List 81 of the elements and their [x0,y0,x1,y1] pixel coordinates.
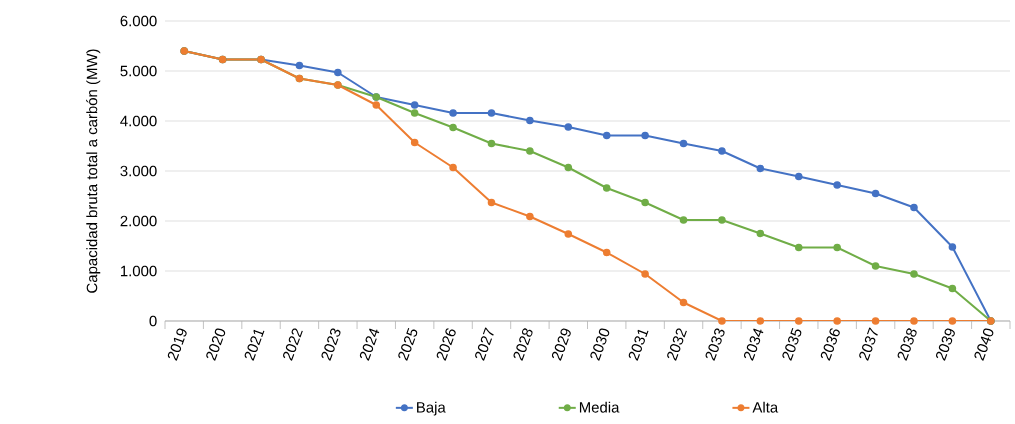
point [602,131,611,140]
x-tick-label: 2035 [782,327,802,361]
legend-label: Media [579,401,620,413]
point [871,262,880,270]
point [871,189,880,198]
point [679,139,688,148]
point [641,131,649,140]
y-tick-label: 1.000 [120,265,157,277]
x-tick-label: 2026 [436,328,456,361]
point [756,229,765,238]
point [449,109,457,117]
x-tick-label: 2040 [974,328,994,361]
x-tick-label: 2019 [167,328,187,361]
x-tick-label: 2039 [936,328,955,361]
point [794,317,803,325]
legend-label: Alta [752,401,779,413]
x-tick-label: 2031 [628,329,649,361]
x-tick-label: 2033 [705,328,725,361]
x-tick-label: 2028 [513,328,533,361]
x-tick-label: 2020 [206,328,226,361]
point [679,216,688,224]
point [718,216,726,224]
y-axis-title: Capacidad bruta total a carbón (MW) [86,49,101,293]
x-tick-label: 2021 [244,329,265,361]
point [718,147,726,155]
point [756,164,765,173]
point [948,284,957,293]
point [526,116,534,125]
point [295,61,304,70]
point [948,317,957,325]
point [602,248,611,257]
y-tick-label: 4.000 [120,115,157,127]
point [526,147,534,155]
x-tick-label: 2029 [551,328,571,361]
point [641,198,649,207]
point [871,317,880,325]
x-tick-label: 2032 [667,328,687,361]
point [718,317,726,325]
x-tick-label: 2022 [283,328,303,361]
point [334,68,342,77]
x-tick-label: 2024 [359,328,380,361]
point [526,212,534,221]
point [487,198,496,207]
legend-label: Baja [417,401,446,416]
y-tick-label: 3.000 [120,165,157,177]
point [794,243,803,252]
point [564,163,573,172]
point [410,138,419,147]
point [487,109,496,117]
point [948,243,957,251]
x-tick-label: 2036 [820,328,840,361]
point [410,101,419,109]
point [372,101,381,109]
x-tick-label: 2037 [859,327,878,361]
x-tick-label: 2034 [743,328,764,361]
x-tick-label: 2038 [897,328,917,361]
y-tick-label: 0 [149,315,157,327]
point [833,317,841,325]
point [833,243,841,252]
point [602,184,611,192]
point [910,203,918,212]
point [910,270,918,278]
point [410,109,419,117]
point [641,270,649,278]
point [910,317,918,325]
x-tick-label: 2023 [321,328,341,361]
x-tick-label: 2027 [475,327,494,361]
y-tick-label: 2.000 [120,215,157,227]
point [794,172,803,181]
x-tick-label: 2025 [398,327,418,361]
point [679,298,688,307]
point [564,123,573,131]
point [449,163,457,172]
x-tick-label: 2030 [590,328,610,361]
y-tick-label: 5.000 [120,65,157,77]
point [833,181,841,189]
point [449,123,457,132]
y-tick-label: 6.000 [120,15,157,27]
point [487,139,496,148]
point [756,317,765,325]
point [564,230,573,238]
